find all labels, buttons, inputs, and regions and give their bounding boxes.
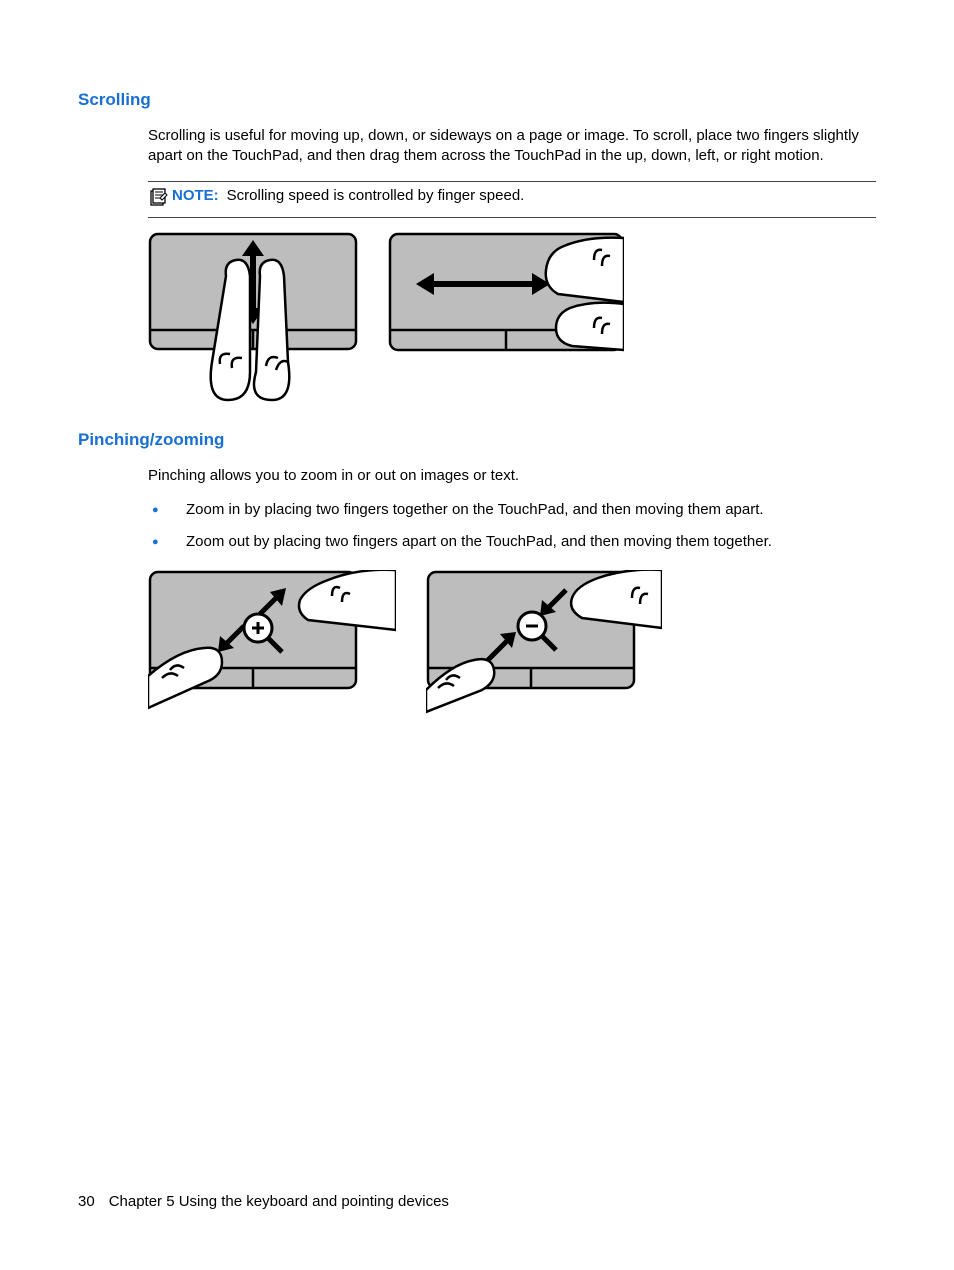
illus-vertical-scroll	[148, 232, 358, 402]
page-number: 30	[78, 1193, 95, 1210]
bullet-zoom-in: Zoom in by placing two fingers together …	[148, 500, 876, 520]
note-label: NOTE:	[172, 187, 219, 204]
scrolling-illustrations	[148, 232, 876, 402]
bullet-zoom-out: Zoom out by placing two fingers apart on…	[148, 532, 876, 552]
illus-pinch-in	[426, 570, 662, 714]
pinching-bullets: Zoom in by placing two fingers together …	[148, 500, 876, 553]
note-icon	[148, 188, 168, 210]
chapter-title: Chapter 5 Using the keyboard and pointin…	[109, 1193, 449, 1210]
note-block: NOTE: Scrolling speed is controlled by fi…	[148, 181, 876, 218]
section-heading-scrolling: Scrolling	[78, 90, 876, 110]
note-text: Scrolling speed is controlled by finger …	[227, 187, 525, 204]
pinching-illustrations	[148, 570, 876, 714]
section-heading-pinching: Pinching/zooming	[78, 430, 876, 450]
scrolling-paragraph: Scrolling is useful for moving up, down,…	[148, 126, 876, 167]
illus-pinch-out	[148, 570, 396, 714]
illus-horizontal-scroll	[388, 232, 624, 352]
page-footer: 30 Chapter 5 Using the keyboard and point…	[78, 1193, 449, 1210]
pinching-paragraph: Pinching allows you to zoom in or out on…	[148, 466, 876, 486]
